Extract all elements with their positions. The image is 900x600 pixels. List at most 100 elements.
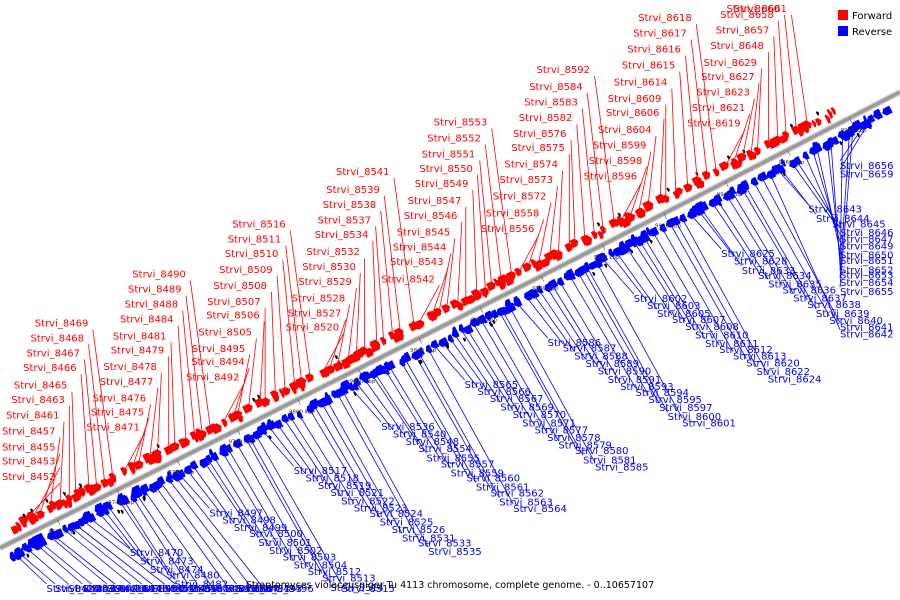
forward-gene-label[interactable]: Strvi_8532: [306, 247, 360, 258]
forward-gene-label[interactable]: Strvi_8461: [6, 411, 60, 422]
forward-gene-label[interactable]: Strvi_8573: [500, 175, 554, 186]
forward-gene-label[interactable]: Strvi_8489: [128, 285, 182, 296]
reverse-gene-label[interactable]: Strvi_8597: [659, 403, 713, 414]
forward-gene-arrow[interactable]: [288, 381, 300, 392]
reverse-gene-arrow[interactable]: [757, 171, 768, 182]
forward-gene-arrow[interactable]: [564, 242, 574, 253]
reverse-gene-arrow[interactable]: [383, 366, 391, 376]
reverse-gene-label[interactable]: Strvi_8628: [734, 256, 788, 267]
other-feature[interactable]: [22, 513, 26, 518]
reverse-gene-label[interactable]: Strvi_8503: [283, 553, 337, 564]
reverse-gene-label[interactable]: Strvi_8499: [234, 523, 288, 534]
reverse-gene-arrow[interactable]: [102, 506, 110, 516]
forward-gene-arrow[interactable]: [189, 431, 198, 441]
forward-gene-label[interactable]: Strvi_8463: [11, 395, 65, 406]
reverse-gene-label[interactable]: Strvi_8587: [563, 344, 617, 355]
reverse-gene-arrow[interactable]: [469, 317, 479, 327]
forward-gene-label[interactable]: Strvi_8621: [692, 103, 746, 114]
forward-gene-label[interactable]: Strvi_8511: [228, 235, 282, 246]
forward-gene-label[interactable]: Strvi_8488: [125, 299, 179, 310]
reverse-gene-arrow[interactable]: [106, 501, 114, 511]
reverse-gene-arrow[interactable]: [612, 246, 623, 257]
reverse-gene-label[interactable]: Strvi_8655: [840, 287, 894, 298]
forward-gene-label[interactable]: Strvi_8541: [336, 167, 390, 178]
forward-gene-arrow[interactable]: [753, 146, 761, 156]
reverse-gene-arrow[interactable]: [882, 105, 893, 116]
reverse-gene-label[interactable]: Strvi_8647: [840, 235, 894, 246]
forward-gene-arrow[interactable]: [533, 259, 545, 270]
reverse-gene-arrow[interactable]: [62, 524, 69, 533]
forward-gene-arrow[interactable]: [730, 160, 739, 170]
forward-gene-arrow[interactable]: [18, 515, 29, 526]
reverse-gene-arrow[interactable]: [847, 124, 858, 135]
forward-gene-arrow[interactable]: [493, 278, 499, 287]
reverse-gene-arrow[interactable]: [120, 495, 131, 506]
forward-gene-arrow[interactable]: [626, 213, 636, 223]
other-feature[interactable]: [649, 239, 653, 244]
reverse-gene-arrow[interactable]: [827, 136, 835, 146]
reverse-gene-label[interactable]: Strvi_8634: [758, 271, 812, 282]
forward-gene-arrow[interactable]: [345, 356, 353, 366]
reverse-gene-label[interactable]: Strvi_8451: [142, 584, 196, 595]
reverse-gene-label[interactable]: Strvi_8454: [152, 584, 206, 595]
reverse-gene-label[interactable]: Strvi_8653: [840, 271, 894, 282]
forward-gene-arrow[interactable]: [826, 109, 833, 119]
reverse-gene-label[interactable]: Strvi_8521: [331, 488, 385, 499]
forward-gene-label[interactable]: Strvi_8604: [598, 125, 652, 136]
other-feature[interactable]: [71, 530, 76, 535]
reverse-gene-arrow[interactable]: [698, 202, 706, 212]
reverse-gene-arrow[interactable]: [309, 398, 320, 409]
reverse-gene-label[interactable]: Strvi_8620: [746, 359, 800, 370]
forward-gene-label[interactable]: Strvi_8465: [14, 381, 68, 392]
reverse-gene-arrow[interactable]: [789, 159, 798, 169]
forward-gene-arrow[interactable]: [10, 525, 19, 535]
forward-gene-arrow[interactable]: [242, 403, 253, 414]
reverse-gene-label[interactable]: Strvi_8470: [130, 548, 184, 559]
forward-gene-arrow[interactable]: [672, 190, 680, 200]
reverse-gene-arrow[interactable]: [130, 493, 138, 503]
forward-gene-arrow[interactable]: [662, 194, 670, 204]
reverse-gene-arrow[interactable]: [837, 129, 847, 139]
reverse-gene-label[interactable]: Strvi_8593: [620, 382, 674, 393]
forward-gene-label[interactable]: Strvi_8583: [524, 97, 578, 108]
reverse-gene-label[interactable]: Strvi_8536: [381, 422, 435, 433]
reverse-gene-arrow[interactable]: [78, 518, 85, 527]
reverse-gene-arrow[interactable]: [400, 353, 412, 364]
reverse-gene-label[interactable]: Strvi_8554: [418, 444, 472, 455]
reverse-gene-label[interactable]: Strvi_8483: [188, 584, 242, 595]
forward-gene-label[interactable]: Strvi_8494: [191, 357, 245, 368]
reverse-gene-arrow[interactable]: [247, 434, 256, 444]
forward-gene-arrow[interactable]: [496, 278, 506, 288]
reverse-gene-label[interactable]: Strvi_8473: [140, 556, 194, 567]
reverse-gene-label[interactable]: Strvi_8435: [55, 584, 109, 595]
forward-gene-arrow[interactable]: [772, 135, 782, 146]
reverse-gene-label[interactable]: Strvi_8535: [428, 547, 482, 558]
forward-gene-arrow[interactable]: [54, 499, 65, 509]
reverse-gene-arrow[interactable]: [624, 243, 632, 252]
reverse-gene-arrow[interactable]: [566, 270, 576, 281]
reverse-gene-label[interactable]: Strvi_8486: [210, 584, 264, 595]
reverse-gene-label[interactable]: Strvi_8602: [634, 294, 688, 305]
reverse-gene-arrow[interactable]: [766, 169, 777, 179]
forward-gene-label[interactable]: Strvi_8508: [213, 281, 267, 292]
reverse-gene-arrow[interactable]: [385, 360, 396, 371]
reverse-gene-label[interactable]: Strvi_8462: [176, 584, 230, 595]
forward-gene-label[interactable]: Strvi_8457: [2, 427, 56, 438]
reverse-gene-arrow[interactable]: [659, 223, 668, 233]
forward-gene-arrow[interactable]: [387, 331, 395, 340]
other-feature[interactable]: [116, 509, 120, 514]
reverse-gene-arrow[interactable]: [165, 474, 174, 484]
other-feature[interactable]: [78, 483, 82, 488]
other-feature[interactable]: [256, 394, 260, 399]
reverse-gene-arrow[interactable]: [9, 553, 16, 562]
reverse-gene-label[interactable]: Strvi_8515: [341, 584, 395, 595]
forward-gene-label[interactable]: Strvi_8477: [100, 377, 154, 388]
forward-gene-label[interactable]: Strvi_8468: [31, 333, 85, 344]
forward-gene-arrow[interactable]: [449, 299, 459, 310]
forward-gene-arrow[interactable]: [485, 281, 496, 292]
reverse-gene-label[interactable]: Strvi_8622: [757, 367, 811, 378]
reverse-gene-arrow[interactable]: [608, 248, 615, 257]
reverse-gene-arrow[interactable]: [743, 181, 750, 191]
forward-gene-arrow[interactable]: [454, 301, 462, 311]
forward-gene-label[interactable]: Strvi_8629: [704, 58, 758, 69]
